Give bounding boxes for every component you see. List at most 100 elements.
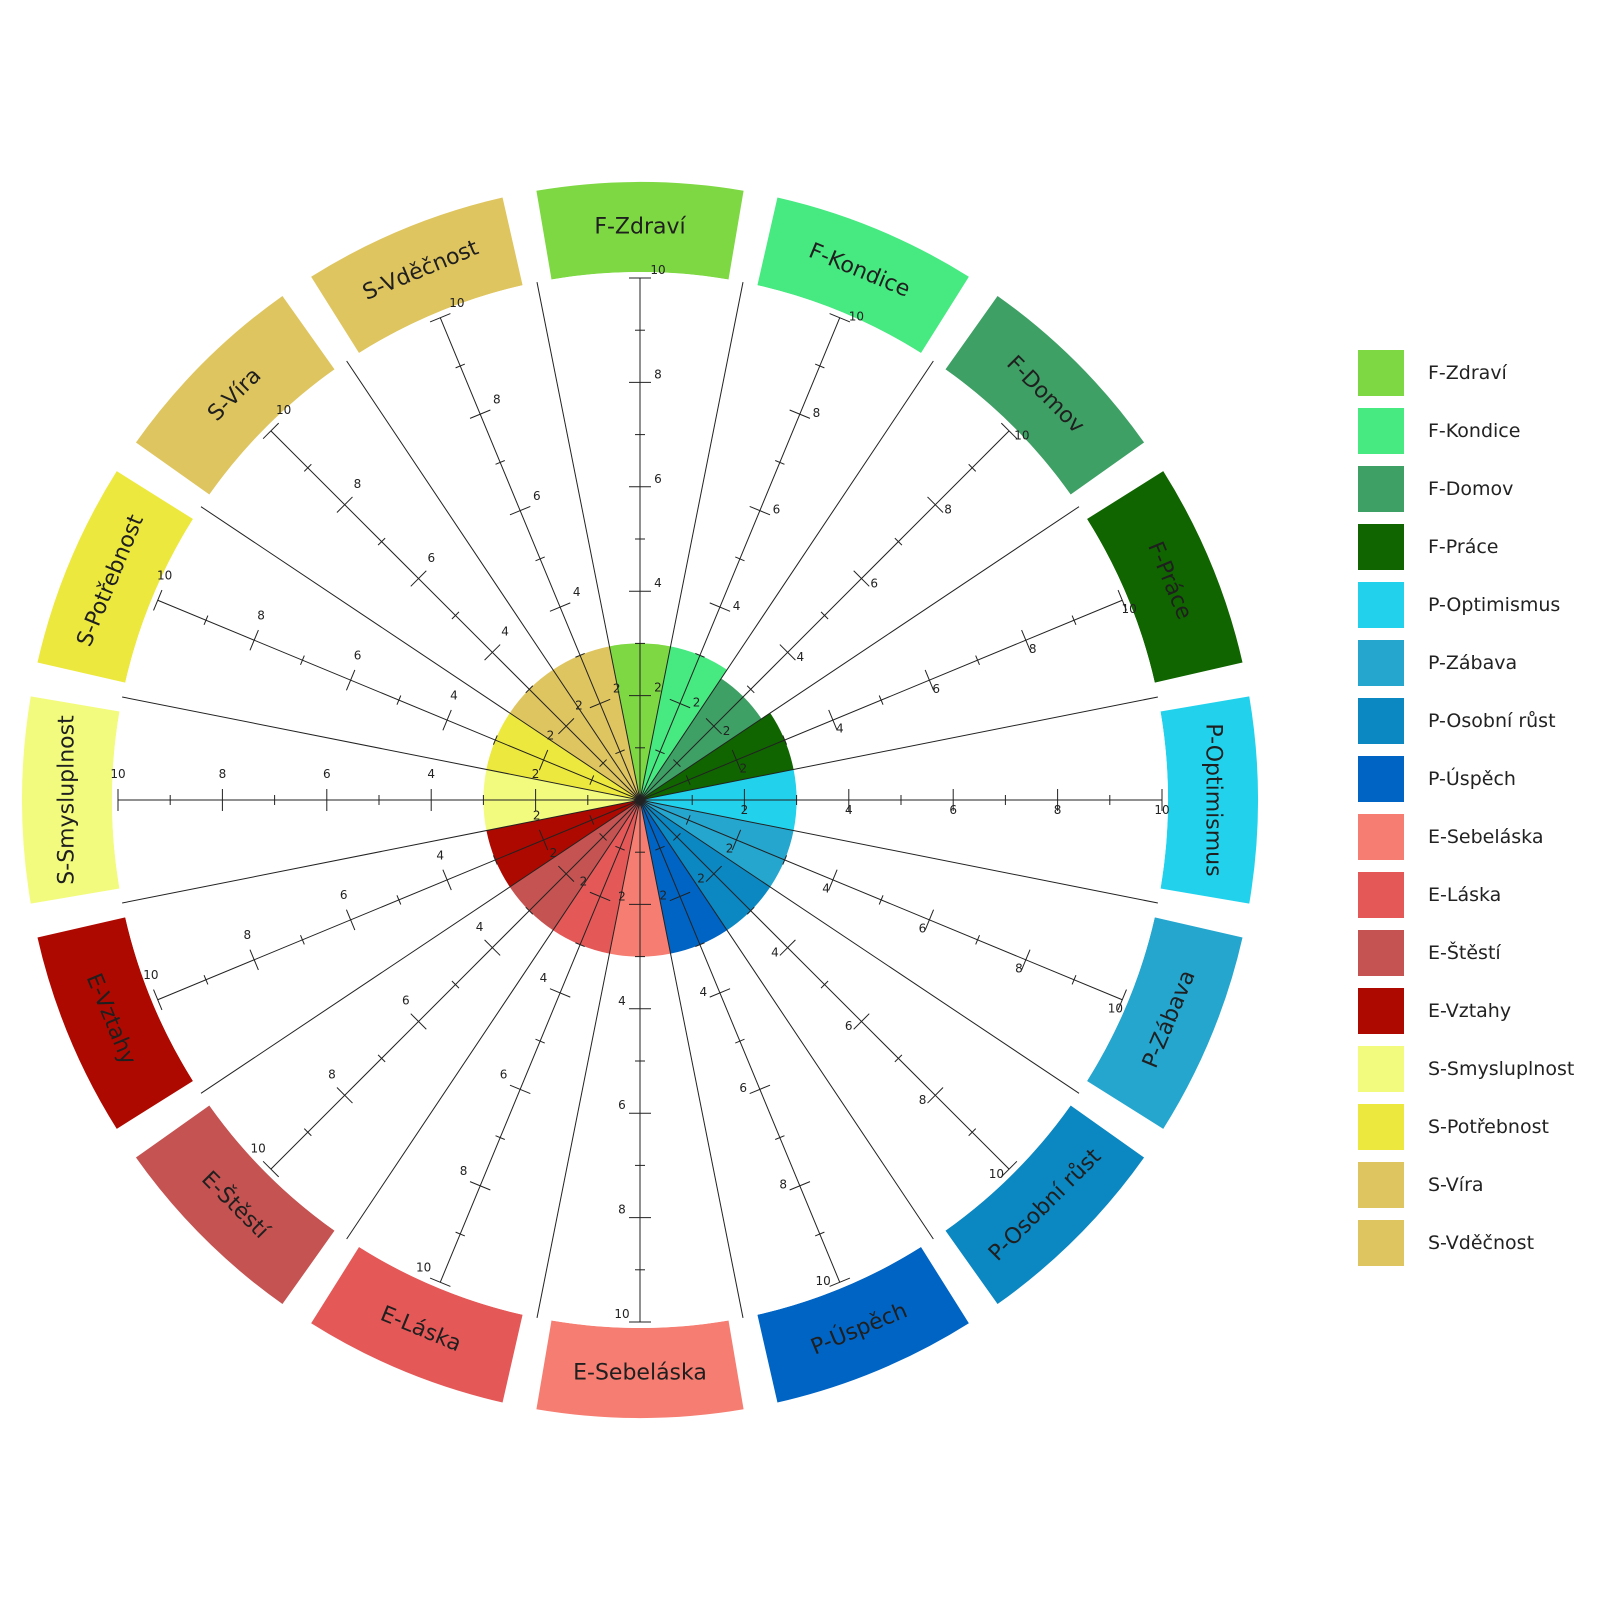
legend-label-f-kondice: F-Kondice [1428, 420, 1521, 442]
divider-e-laska [536, 799, 641, 1318]
tick-f-domov-3 [746, 685, 755, 694]
divider-s-vira [200, 506, 641, 801]
divider-f-kondice [639, 282, 744, 801]
tick-label-p-optimismus-10: 10 [1154, 803, 1169, 817]
divider-s-potrebnost [122, 696, 641, 801]
legend-swatch-e-sebelaska [1358, 814, 1404, 860]
tick-e-vztahy-8 [249, 949, 259, 971]
tick-e-vztahy-3 [492, 855, 498, 865]
band-e-vztahy [37, 917, 193, 1129]
tick-e-vztahy-9 [203, 974, 209, 985]
tick-f-prace-8 [1021, 629, 1031, 651]
tick-s-vdecnost-6 [509, 505, 531, 516]
legend-label-f-zdravi: F-Zdraví [1428, 362, 1507, 384]
tick-label-p-optimismus-6: 6 [949, 803, 957, 817]
tick-s-vdecnost-10 [429, 313, 451, 323]
axis-p-uspech: 2 4 6 8 10 [639, 799, 851, 1288]
tick-label-p-osobni-rust-8: 8 [919, 1093, 927, 1107]
tick-p-uspech-1 [655, 845, 665, 851]
legend-item-p-zabava: P-Zábava [1358, 640, 1588, 686]
tick-label-e-stesti-2: 2 [550, 846, 558, 860]
tick-s-vira-2 [558, 718, 575, 735]
tick-label-p-uspech-6: 6 [739, 1081, 747, 1095]
axis-s-vdecnost: 2 4 6 8 10 [429, 296, 641, 801]
tick-f-domov-1 [673, 759, 681, 767]
legend-item-s-vdecnost: S-Vděčnost [1358, 1220, 1588, 1266]
tick-label-f-kondice-4: 4 [733, 599, 741, 613]
tick-f-kondice-4 [709, 602, 731, 612]
tick-f-kondice-3 [695, 652, 705, 658]
tick-label-s-vira-2: 2 [575, 698, 583, 712]
band-label-s-smysluplnost: S-Smysluplnost [55, 715, 80, 885]
legend: F-Zdraví F-Kondice F-Domov F-Práce P-Optimis… [1358, 350, 1588, 1278]
band-p-optimismus [1160, 696, 1258, 904]
radial-axes: 2 4 6 8 10 2 4 6 8 10 2 4 6 8 10 2 4 6 8 10 2 4 6 8 10 2 4 6 8 10 2 4 6 8… [110, 263, 1170, 1323]
tick-label-p-osobni-rust-2: 2 [697, 872, 705, 886]
tick-e-stesti-1 [599, 833, 607, 841]
legend-item-p-uspech: P-Úspěch [1358, 756, 1588, 802]
tick-p-osobni-rust-9 [968, 1128, 977, 1137]
tick-label-e-sebelaska-6: 6 [618, 1098, 626, 1112]
tick-e-vztahy-10 [153, 989, 163, 1011]
tick-label-p-osobni-rust-6: 6 [845, 1019, 853, 1033]
tick-p-zabava-5 [878, 895, 884, 905]
tick-label-p-uspech-4: 4 [699, 985, 707, 999]
legend-label-s-vira: S-Víra [1428, 1174, 1484, 1196]
legend-item-f-domov: F-Domov [1358, 466, 1588, 512]
axis-f-domov: 2 4 6 8 10 [639, 422, 1029, 801]
tick-s-vira-6 [410, 570, 427, 587]
tick-p-zabava-7 [975, 935, 980, 945]
tick-p-osobni-rust-6 [853, 1013, 870, 1030]
tick-f-domov-6 [853, 570, 870, 587]
tick-label-s-vdecnost-4: 4 [573, 585, 581, 599]
legend-item-s-smysluplnost: S-Smysluplnost [1358, 1046, 1588, 1092]
tick-f-prace-9 [1071, 615, 1077, 626]
tick-f-domov-5 [820, 611, 829, 620]
tick-f-kondice-10 [829, 313, 851, 323]
tick-p-uspech-3 [695, 942, 705, 948]
tick-label-f-kondice-2: 2 [693, 695, 701, 709]
tick-label-e-laska-4: 4 [540, 971, 548, 985]
band-p-uspech [757, 1247, 969, 1403]
tick-p-uspech-10 [829, 1277, 851, 1287]
tick-label-e-laska-6: 6 [500, 1067, 508, 1081]
wedge-s-vdecnost [552, 646, 640, 800]
tick-label-e-vztahy-8: 8 [243, 928, 251, 942]
tick-label-s-smysluplnost-4: 4 [427, 767, 435, 781]
tick-e-stesti-10 [262, 1160, 280, 1178]
divider-f-domov [639, 360, 934, 801]
tick-label-f-prace-4: 4 [836, 722, 844, 736]
divider-e-stesti [346, 799, 641, 1240]
legend-swatch-f-zdravi [1358, 350, 1404, 396]
tick-s-potrebnost-5 [396, 695, 402, 705]
tick-p-zabava-8 [1021, 949, 1031, 971]
tick-label-f-prace-6: 6 [932, 682, 940, 696]
tick-label-f-prace-8: 8 [1029, 642, 1037, 656]
band-f-domov [945, 295, 1145, 495]
legend-swatch-s-potrebnost [1358, 1104, 1404, 1150]
tick-e-laska-8 [469, 1181, 491, 1191]
legend-swatch-e-laska [1358, 872, 1404, 918]
wedge-s-potrebnost [486, 712, 640, 800]
legend-label-p-optimismus: P-Optimismus [1428, 594, 1561, 616]
divider-p-optimismus [639, 696, 1158, 801]
wedge-e-vztahy [486, 800, 640, 888]
band-s-vdecnost [311, 197, 523, 353]
tick-p-osobni-rust-7 [894, 1054, 903, 1063]
axis-p-optimismus: 2 4 6 8 10 [640, 789, 1170, 817]
tick-s-vira-7 [377, 537, 386, 546]
tick-s-potrebnost-4 [442, 709, 452, 731]
tick-p-osobni-rust-8 [927, 1087, 944, 1104]
tick-p-osobni-rust-4 [779, 939, 796, 956]
divider-p-uspech [639, 799, 934, 1240]
tick-label-e-vztahy-2: 2 [533, 808, 541, 822]
tick-e-vztahy-5 [396, 895, 402, 905]
band-e-sebelaska [536, 1320, 744, 1418]
legend-label-p-uspech: P-Úspěch [1428, 768, 1516, 790]
tick-label-s-vira-4: 4 [501, 625, 509, 639]
tick-e-vztahy-1 [589, 815, 595, 825]
tick-label-s-potrebnost-8: 8 [257, 609, 265, 623]
tick-label-s-vdecnost-2: 2 [613, 682, 621, 696]
axis-f-zdravi: 2 4 6 8 10 [629, 263, 666, 800]
